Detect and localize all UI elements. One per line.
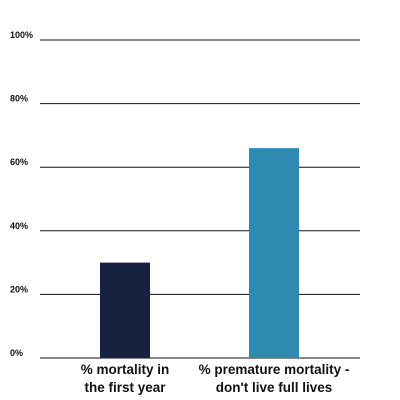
bar (100, 262, 150, 358)
y-tick-label: 0% (10, 348, 23, 358)
y-tick-label: 80% (10, 94, 28, 104)
y-tick-label: 60% (10, 157, 28, 167)
x-tick-label: % premature mortality - don't live full … (198, 362, 350, 395)
y-tick-label: 40% (10, 221, 28, 231)
y-tick-label: 20% (10, 284, 28, 294)
x-tick-label: % mortality in the first year (80, 362, 170, 395)
y-tick-label: 100% (10, 30, 33, 40)
bar (249, 148, 299, 358)
